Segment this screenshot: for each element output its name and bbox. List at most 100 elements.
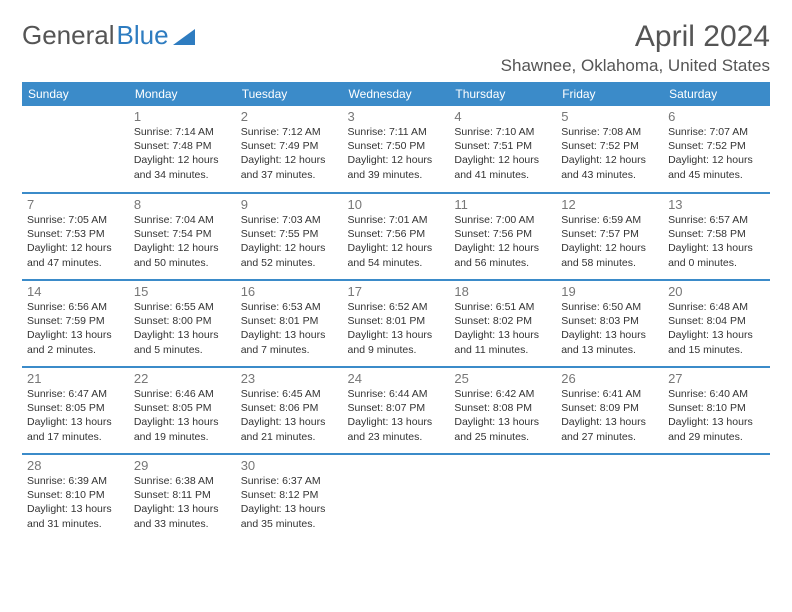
calendar-cell: 20Sunrise: 6:48 AMSunset: 8:04 PMDayligh… — [663, 280, 770, 367]
calendar-cell: 9Sunrise: 7:03 AMSunset: 7:55 PMDaylight… — [236, 193, 343, 280]
daylight-line: Daylight: 13 hours and 33 minutes. — [134, 502, 231, 530]
daylight-line: Daylight: 13 hours and 5 minutes. — [134, 328, 231, 356]
daylight-line: Daylight: 13 hours and 19 minutes. — [134, 415, 231, 443]
calendar-cell: 26Sunrise: 6:41 AMSunset: 8:09 PMDayligh… — [556, 367, 663, 454]
day-info: Sunrise: 6:52 AMSunset: 8:01 PMDaylight:… — [348, 300, 445, 357]
day-info: Sunrise: 6:50 AMSunset: 8:03 PMDaylight:… — [561, 300, 658, 357]
sunset-line: Sunset: 7:55 PM — [241, 227, 338, 241]
calendar-row: 1Sunrise: 7:14 AMSunset: 7:48 PMDaylight… — [22, 106, 770, 193]
sunrise-line: Sunrise: 6:40 AM — [668, 387, 765, 401]
sunset-line: Sunset: 8:05 PM — [134, 401, 231, 415]
day-info: Sunrise: 6:39 AMSunset: 8:10 PMDaylight:… — [27, 474, 124, 531]
day-number: 8 — [134, 197, 231, 212]
daylight-line: Daylight: 13 hours and 11 minutes. — [454, 328, 551, 356]
sunset-line: Sunset: 7:54 PM — [134, 227, 231, 241]
day-number: 16 — [241, 284, 338, 299]
header: GeneralBlue April 2024 Shawnee, Oklahoma… — [22, 20, 770, 76]
daylight-line: Daylight: 13 hours and 21 minutes. — [241, 415, 338, 443]
day-number: 20 — [668, 284, 765, 299]
daylight-line: Daylight: 13 hours and 23 minutes. — [348, 415, 445, 443]
day-number: 11 — [454, 197, 551, 212]
daylight-line: Daylight: 12 hours and 39 minutes. — [348, 153, 445, 181]
daylight-line: Daylight: 12 hours and 47 minutes. — [27, 241, 124, 269]
calendar-row: 7Sunrise: 7:05 AMSunset: 7:53 PMDaylight… — [22, 193, 770, 280]
day-info: Sunrise: 6:42 AMSunset: 8:08 PMDaylight:… — [454, 387, 551, 444]
daylight-line: Daylight: 12 hours and 56 minutes. — [454, 241, 551, 269]
day-info: Sunrise: 7:03 AMSunset: 7:55 PMDaylight:… — [241, 213, 338, 270]
day-info: Sunrise: 6:59 AMSunset: 7:57 PMDaylight:… — [561, 213, 658, 270]
day-number: 24 — [348, 371, 445, 386]
calendar-cell: 30Sunrise: 6:37 AMSunset: 8:12 PMDayligh… — [236, 454, 343, 541]
day-info: Sunrise: 6:55 AMSunset: 8:00 PMDaylight:… — [134, 300, 231, 357]
daylight-line: Daylight: 12 hours and 45 minutes. — [668, 153, 765, 181]
day-info: Sunrise: 7:04 AMSunset: 7:54 PMDaylight:… — [134, 213, 231, 270]
sunrise-line: Sunrise: 6:50 AM — [561, 300, 658, 314]
sunrise-line: Sunrise: 6:59 AM — [561, 213, 658, 227]
calendar-cell: 18Sunrise: 6:51 AMSunset: 8:02 PMDayligh… — [449, 280, 556, 367]
daylight-line: Daylight: 12 hours and 50 minutes. — [134, 241, 231, 269]
daylight-line: Daylight: 13 hours and 13 minutes. — [561, 328, 658, 356]
day-number: 22 — [134, 371, 231, 386]
day-number: 4 — [454, 109, 551, 124]
calendar-cell: 22Sunrise: 6:46 AMSunset: 8:05 PMDayligh… — [129, 367, 236, 454]
calendar-cell: 19Sunrise: 6:50 AMSunset: 8:03 PMDayligh… — [556, 280, 663, 367]
calendar-cell — [343, 454, 450, 541]
weekday-header: Monday — [129, 82, 236, 106]
weekday-header: Sunday — [22, 82, 129, 106]
day-number: 19 — [561, 284, 658, 299]
day-number: 6 — [668, 109, 765, 124]
sunset-line: Sunset: 7:52 PM — [561, 139, 658, 153]
sunset-line: Sunset: 8:09 PM — [561, 401, 658, 415]
sunset-line: Sunset: 8:04 PM — [668, 314, 765, 328]
daylight-line: Daylight: 13 hours and 9 minutes. — [348, 328, 445, 356]
sunset-line: Sunset: 8:10 PM — [668, 401, 765, 415]
sunset-line: Sunset: 8:05 PM — [27, 401, 124, 415]
day-number: 30 — [241, 458, 338, 473]
sunset-line: Sunset: 7:56 PM — [454, 227, 551, 241]
sunset-line: Sunset: 7:58 PM — [668, 227, 765, 241]
calendar-row: 28Sunrise: 6:39 AMSunset: 8:10 PMDayligh… — [22, 454, 770, 541]
day-number: 2 — [241, 109, 338, 124]
day-info: Sunrise: 7:12 AMSunset: 7:49 PMDaylight:… — [241, 125, 338, 182]
daylight-line: Daylight: 13 hours and 17 minutes. — [27, 415, 124, 443]
sunrise-line: Sunrise: 6:56 AM — [27, 300, 124, 314]
sunrise-line: Sunrise: 7:04 AM — [134, 213, 231, 227]
sunrise-line: Sunrise: 6:47 AM — [27, 387, 124, 401]
calendar-cell: 24Sunrise: 6:44 AMSunset: 8:07 PMDayligh… — [343, 367, 450, 454]
day-info: Sunrise: 7:08 AMSunset: 7:52 PMDaylight:… — [561, 125, 658, 182]
sunrise-line: Sunrise: 6:38 AM — [134, 474, 231, 488]
daylight-line: Daylight: 12 hours and 43 minutes. — [561, 153, 658, 181]
day-number: 13 — [668, 197, 765, 212]
calendar-row: 21Sunrise: 6:47 AMSunset: 8:05 PMDayligh… — [22, 367, 770, 454]
sunrise-line: Sunrise: 6:46 AM — [134, 387, 231, 401]
calendar-cell: 28Sunrise: 6:39 AMSunset: 8:10 PMDayligh… — [22, 454, 129, 541]
sunrise-line: Sunrise: 7:12 AM — [241, 125, 338, 139]
weekday-header-row: Sunday Monday Tuesday Wednesday Thursday… — [22, 82, 770, 106]
day-number: 23 — [241, 371, 338, 386]
calendar-cell: 15Sunrise: 6:55 AMSunset: 8:00 PMDayligh… — [129, 280, 236, 367]
sunset-line: Sunset: 8:01 PM — [241, 314, 338, 328]
sunset-line: Sunset: 8:01 PM — [348, 314, 445, 328]
day-info: Sunrise: 7:01 AMSunset: 7:56 PMDaylight:… — [348, 213, 445, 270]
calendar-cell: 5Sunrise: 7:08 AMSunset: 7:52 PMDaylight… — [556, 106, 663, 193]
day-info: Sunrise: 7:07 AMSunset: 7:52 PMDaylight:… — [668, 125, 765, 182]
day-number: 5 — [561, 109, 658, 124]
sunset-line: Sunset: 8:06 PM — [241, 401, 338, 415]
day-info: Sunrise: 6:47 AMSunset: 8:05 PMDaylight:… — [27, 387, 124, 444]
day-info: Sunrise: 6:56 AMSunset: 7:59 PMDaylight:… — [27, 300, 124, 357]
sunrise-line: Sunrise: 7:00 AM — [454, 213, 551, 227]
calendar-cell: 10Sunrise: 7:01 AMSunset: 7:56 PMDayligh… — [343, 193, 450, 280]
sunset-line: Sunset: 7:56 PM — [348, 227, 445, 241]
sunrise-line: Sunrise: 6:55 AM — [134, 300, 231, 314]
sunset-line: Sunset: 7:49 PM — [241, 139, 338, 153]
day-info: Sunrise: 6:46 AMSunset: 8:05 PMDaylight:… — [134, 387, 231, 444]
calendar-cell: 12Sunrise: 6:59 AMSunset: 7:57 PMDayligh… — [556, 193, 663, 280]
daylight-line: Daylight: 13 hours and 25 minutes. — [454, 415, 551, 443]
day-number: 10 — [348, 197, 445, 212]
day-number: 28 — [27, 458, 124, 473]
day-number: 25 — [454, 371, 551, 386]
daylight-line: Daylight: 12 hours and 58 minutes. — [561, 241, 658, 269]
calendar-row: 14Sunrise: 6:56 AMSunset: 7:59 PMDayligh… — [22, 280, 770, 367]
calendar-cell: 3Sunrise: 7:11 AMSunset: 7:50 PMDaylight… — [343, 106, 450, 193]
daylight-line: Daylight: 13 hours and 7 minutes. — [241, 328, 338, 356]
